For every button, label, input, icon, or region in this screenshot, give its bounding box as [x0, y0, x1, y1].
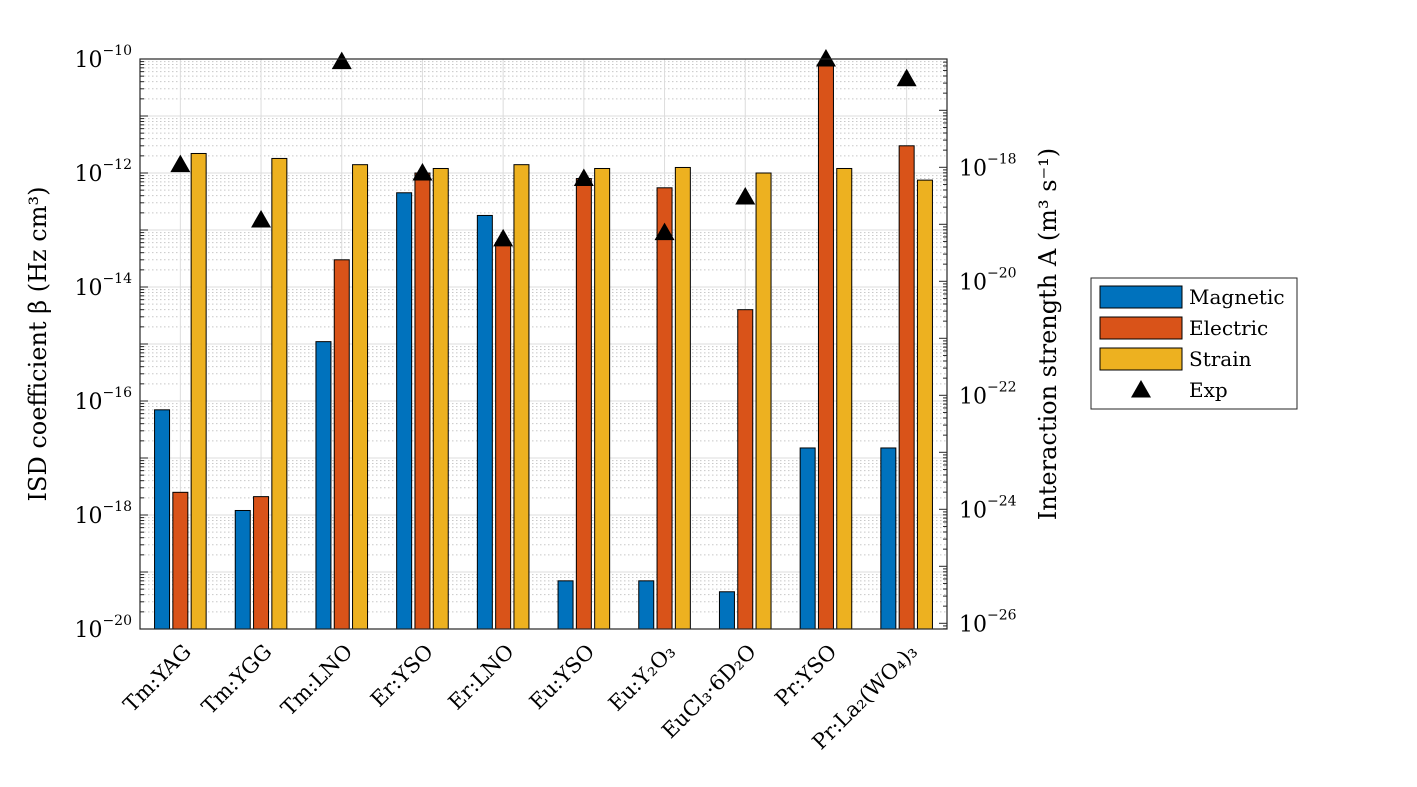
- category-labels: Tm:YAG Tm:YGG Tm:LNO Er:YSO Er:LNO Eu:YSO Eu:Y…: [119, 640, 922, 755]
- bar-magnetic: [799, 447, 816, 630]
- exp-marker: [735, 186, 756, 205]
- tick-labels: 10−20 10−18 10−16 10−14 10−12 10−10 10−26 10−24…: [74, 43, 1016, 643]
- legend-swatch-magnetic: [1099, 285, 1183, 309]
- bar-magnetic: [315, 341, 332, 630]
- bar-strain: [594, 167, 611, 630]
- bar-strain: [432, 167, 449, 630]
- bar-electric: [817, 64, 834, 630]
- bar-magnetic: [638, 580, 655, 630]
- y-right-tick-label: 10−18: [959, 151, 1017, 181]
- exp-marker: [654, 222, 675, 241]
- exp-marker: [251, 209, 272, 228]
- axis-titles: ISD coefficient β (Hz cm³) Interaction st…: [24, 148, 1062, 520]
- y-right-tick-label: 10−26: [959, 607, 1017, 637]
- category-label: Eu:YSO: [525, 640, 600, 715]
- bar-electric: [172, 491, 189, 630]
- legend-swatch-exp: [1131, 380, 1151, 398]
- exp-marker: [815, 49, 836, 67]
- bar-strain: [755, 172, 772, 630]
- bar-magnetic: [880, 447, 897, 630]
- bars: [154, 64, 933, 630]
- legend-swatch-electric: [1099, 316, 1183, 340]
- bar-magnetic: [718, 591, 735, 630]
- bar-electric: [737, 309, 754, 630]
- y-right-axis-title: Interaction strength A (m³ s⁻¹): [1034, 148, 1062, 520]
- y-right-tick-label: 10−22: [959, 379, 1017, 409]
- bar-strain: [674, 166, 691, 630]
- legend-label-strain: Strain: [1189, 347, 1252, 371]
- bar-strain: [352, 164, 369, 630]
- axes: [139, 58, 948, 630]
- category-label: Er:YSO: [366, 640, 438, 712]
- category-label: Tm:YAG: [119, 640, 196, 717]
- legend-swatch-strain: [1099, 347, 1183, 371]
- legend-label-exp: Exp: [1189, 378, 1228, 402]
- bar-strain: [916, 179, 933, 630]
- bar-magnetic: [396, 192, 413, 630]
- exp-marker: [493, 228, 514, 247]
- y-tick-label: 10−10: [74, 43, 132, 73]
- bar-magnetic: [476, 214, 493, 630]
- bar-electric: [898, 145, 915, 630]
- legend-label-electric: Electric: [1189, 316, 1268, 340]
- y-tick-label: 10−18: [74, 499, 132, 529]
- category-label: Tm:LNO: [276, 640, 357, 721]
- bar-electric: [495, 242, 512, 630]
- y-tick-label: 10−14: [74, 271, 132, 301]
- y-tick-label: 10−16: [74, 385, 132, 415]
- exp-marker: [170, 154, 191, 173]
- bar-electric: [253, 496, 270, 630]
- bar-electric: [333, 259, 350, 630]
- exp-marker: [412, 163, 433, 181]
- category-label: Pr:YSO: [770, 640, 841, 711]
- bar-magnetic: [154, 409, 171, 630]
- category-label: Tm:YGG: [197, 640, 276, 719]
- y-right-tick-label: 10−24: [959, 493, 1017, 523]
- experimental-markers: [170, 49, 917, 247]
- bar-magnetic: [234, 509, 251, 630]
- legend-label-magnetic: Magnetic: [1189, 285, 1285, 309]
- category-label: Eu:Y₂O₃: [604, 640, 680, 716]
- bar-electric: [656, 187, 673, 630]
- exp-marker: [896, 68, 917, 87]
- bar-strain: [271, 157, 288, 630]
- y-tick-label: 10−12: [74, 157, 132, 187]
- bar-electric: [575, 178, 592, 630]
- bar-strain: [513, 164, 530, 630]
- bar-strain: [836, 167, 853, 630]
- exp-marker: [573, 168, 594, 187]
- legend[interactable]: Magnetic Electric Strain Exp: [1090, 277, 1298, 410]
- bar-strain: [190, 152, 207, 630]
- y-axis-title: ISD coefficient β (Hz cm³): [24, 187, 52, 502]
- category-label: Er:LNO: [444, 640, 519, 715]
- y-right-tick-label: 10−20: [959, 265, 1017, 295]
- bar-magnetic: [557, 580, 574, 630]
- exp-marker: [331, 51, 352, 70]
- y-tick-label: 10−20: [74, 613, 132, 643]
- bar-electric: [414, 172, 431, 630]
